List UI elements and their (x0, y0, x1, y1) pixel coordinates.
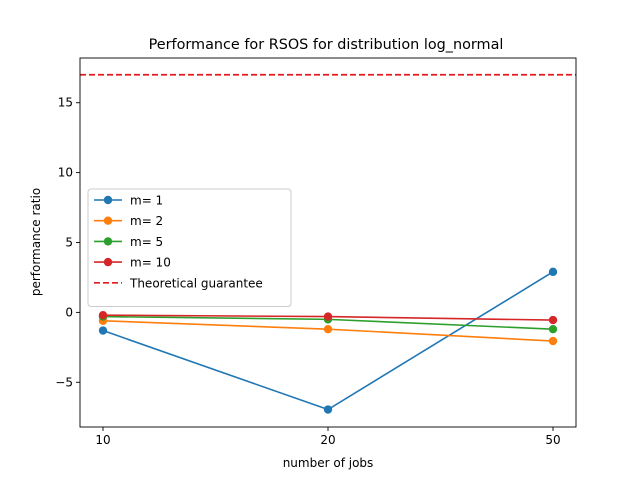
data-point-s0-0 (98, 326, 108, 335)
data-point-s3-2 (548, 315, 558, 325)
legend-label-3: m= 10 (130, 256, 171, 270)
legend-marker-3 (103, 257, 113, 267)
legend-marker-0 (103, 195, 113, 205)
x-tick-label-0: 10 (95, 433, 110, 447)
data-point-s2-2 (548, 324, 558, 334)
legend-label-0: m= 1 (130, 194, 163, 208)
y-tick-label-1: 0 (65, 305, 73, 319)
axes: −5 0 5 10 15 10 20 50 (55, 57, 577, 447)
legend-marker-1 (103, 216, 113, 225)
legend-marker-2 (103, 237, 113, 246)
data-point-s3-1 (323, 312, 333, 321)
x-axis-label: number of jobs (283, 456, 374, 470)
data-point-s1-2 (548, 336, 558, 346)
y-tick-label-0: −5 (55, 375, 73, 389)
plot-area (80, 73, 576, 414)
legend-label-1: m= 2 (130, 214, 163, 228)
y-tick-label-2: 5 (65, 236, 73, 250)
x-tick-label-2: 50 (545, 433, 560, 447)
data-point-s0-1 (323, 405, 333, 414)
legend-label-2: m= 5 (130, 235, 163, 249)
data-point-s3-0 (98, 310, 108, 320)
legend-label-4: Theoretical guarantee (129, 276, 263, 290)
legend-box (87, 188, 292, 307)
data-point-s1-1 (323, 324, 333, 334)
y-tick-label-4: 15 (58, 96, 73, 110)
data-point-s0-2 (548, 267, 558, 277)
y-tick-label-3: 10 (58, 166, 73, 180)
chart-title: Performance for RSOS for distribution lo… (149, 37, 504, 53)
x-tick-label-1: 20 (320, 433, 335, 447)
legend: m= 1 m= 2 m= 5 m= 10 Theoretical guarantee (87, 188, 292, 307)
y-axis-label: performance ratio (29, 188, 43, 296)
